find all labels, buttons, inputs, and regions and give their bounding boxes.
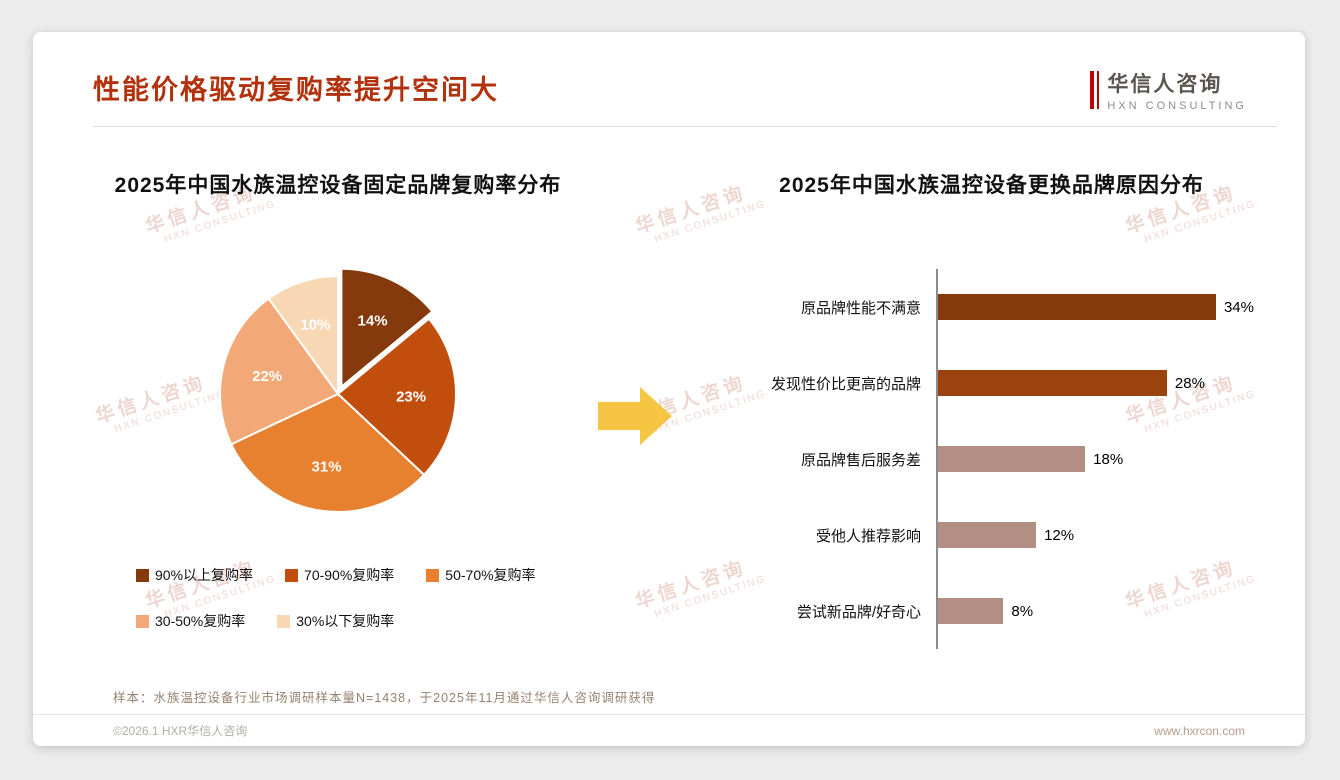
bar-plot-area: 28% xyxy=(936,345,1265,421)
pie-slice-label: 22% xyxy=(252,368,282,385)
bar-column: 原品牌性能不满意 34% 发现性价比更高的品牌 28% 原品牌售后服务差 18% 受他人推荐… xyxy=(708,199,1305,649)
bar-fill xyxy=(938,522,1037,548)
bar-fill xyxy=(938,294,1216,320)
pie-slice xyxy=(267,274,339,398)
bar-value-label: 18% xyxy=(1093,450,1124,468)
pie-slice xyxy=(340,267,434,389)
logo-text: 华信人咨询 HXN CONSULTING xyxy=(1107,68,1247,112)
legend-label: 70-90%复购率 xyxy=(304,567,395,583)
footer-copyright: ©2026.1 HXR华信人咨询 xyxy=(113,724,248,738)
legend-item: 50-70%复购率 xyxy=(426,565,536,585)
logo-mark-icon xyxy=(1090,71,1100,109)
legend-item: 90%以上复购率 xyxy=(136,565,253,585)
right-arrow-icon xyxy=(598,387,672,445)
legend-item: 70-90%复购率 xyxy=(285,565,394,585)
pie-column: 14% 23% 31% 22% 10% 90%以上复购率 70-90%复购率 50-70%复… xyxy=(78,199,598,649)
bar-value-label: 8% xyxy=(1011,602,1034,620)
legend-row: 90%以上复购率 70-90%复购率 50-70%复购率 xyxy=(136,565,598,585)
title-spacer xyxy=(598,169,708,199)
legend-label: 30%以下复购率 xyxy=(296,613,395,629)
bar-plot-area: 18% xyxy=(936,421,1265,497)
logo-name-en: HXN CONSULTING xyxy=(1107,100,1247,112)
legend-label: 50-70%复购率 xyxy=(445,567,536,583)
pie-slice-label: 14% xyxy=(358,313,388,330)
bar-plot-area: 34% xyxy=(936,269,1265,345)
bar-category-label: 尝试新品牌/好奇心 xyxy=(796,603,921,621)
pie-legend: 90%以上复购率 70-90%复购率 50-70%复购率 30-50%复购率 30%以下… xyxy=(136,565,598,631)
bar-fill xyxy=(938,370,1167,396)
legend-label: 30-50%复购率 xyxy=(155,613,246,629)
bar-value-label: 34% xyxy=(1223,298,1254,316)
chart-titles-row: 2025年中国水族温控设备固定品牌复购率分布 2025年中国水族温控设备更换品牌… xyxy=(33,169,1305,199)
footer: ©2026.1 HXR华信人咨询 www.hxrcon.com xyxy=(33,714,1305,746)
bar-row: 原品牌售后服务差 18% xyxy=(708,421,1265,497)
pie-slice-label: 10% xyxy=(300,316,330,333)
legend-swatch xyxy=(136,614,149,628)
header-divider xyxy=(93,126,1277,127)
logo-bar-icon xyxy=(1090,71,1095,109)
pie-slice xyxy=(219,297,340,446)
header: 性能价格驱动复购率提升空间大 华信人咨询 HXN CONSULTING xyxy=(33,32,1305,112)
bar-plot-area: 8% xyxy=(936,573,1265,649)
bar-value-label: 12% xyxy=(1044,526,1075,544)
pie-slice xyxy=(229,392,426,513)
bar-plot-area: 12% xyxy=(936,497,1265,573)
legend-swatch xyxy=(277,614,291,628)
bar-row: 发现性价比更高的品牌 28% xyxy=(708,345,1265,421)
content-row: 14% 23% 31% 22% 10% 90%以上复购率 70-90%复购率 50-70%复… xyxy=(33,199,1305,649)
bar-category-label: 发现性价比更高的品牌 xyxy=(770,375,921,393)
legend-item: 30%以下复购率 xyxy=(277,611,394,631)
bar-chart: 原品牌性能不满意 34% 发现性价比更高的品牌 28% 原品牌售后服务差 18% 受他人推荐… xyxy=(708,269,1265,649)
legend-item: 30-50%复购率 xyxy=(136,611,245,631)
bar-row: 受他人推荐影响 12% xyxy=(708,497,1265,573)
pie-slice-label: 31% xyxy=(312,458,342,475)
bar-fill xyxy=(938,446,1086,472)
bar-category-label: 受他人推荐影响 xyxy=(815,527,921,545)
sample-note: 样本：水族温控设备行业市场调研样本量N=1438，于2025年11月通过华信人咨… xyxy=(113,691,656,705)
pie-chart: 14% 23% 31% 22% 10% xyxy=(219,267,457,513)
bar-fill xyxy=(938,598,1004,624)
legend-swatch xyxy=(285,568,299,582)
pie-slice-label: 23% xyxy=(396,388,426,405)
bar-row: 尝试新品牌/好奇心 8% xyxy=(708,573,1265,649)
bar-row: 原品牌性能不满意 34% xyxy=(708,269,1265,345)
pie-chart-title: 2025年中国水族温控设备固定品牌复购率分布 xyxy=(114,174,562,197)
bar-chart-title: 2025年中国水族温控设备更换品牌原因分布 xyxy=(779,174,1204,197)
page-title: 性能价格驱动复购率提升空间大 xyxy=(93,75,499,105)
right-arrow-shape xyxy=(598,387,672,445)
legend-label: 90%以上复购率 xyxy=(155,567,254,583)
arrow-column xyxy=(598,199,708,649)
bar-category-label: 原品牌售后服务差 xyxy=(800,451,921,469)
legend-swatch xyxy=(136,568,149,582)
pie-slice xyxy=(336,317,457,477)
bar-category-label: 原品牌性能不满意 xyxy=(800,299,921,317)
logo-name-cn: 华信人咨询 xyxy=(1107,73,1223,96)
legend-row: 30-50%复购率 30%以下复购率 xyxy=(136,611,598,631)
company-logo: 华信人咨询 HXN CONSULTING xyxy=(1090,68,1247,112)
footer-website: www.hxrcon.com xyxy=(1154,723,1245,738)
bar-value-label: 28% xyxy=(1174,374,1205,392)
slide-card: 华信人咨询 HXN CONSULTING 华信人咨询 HXN CONSULTING 华信… xyxy=(33,32,1305,746)
legend-swatch xyxy=(426,568,440,582)
logo-bar-icon xyxy=(1097,71,1100,109)
